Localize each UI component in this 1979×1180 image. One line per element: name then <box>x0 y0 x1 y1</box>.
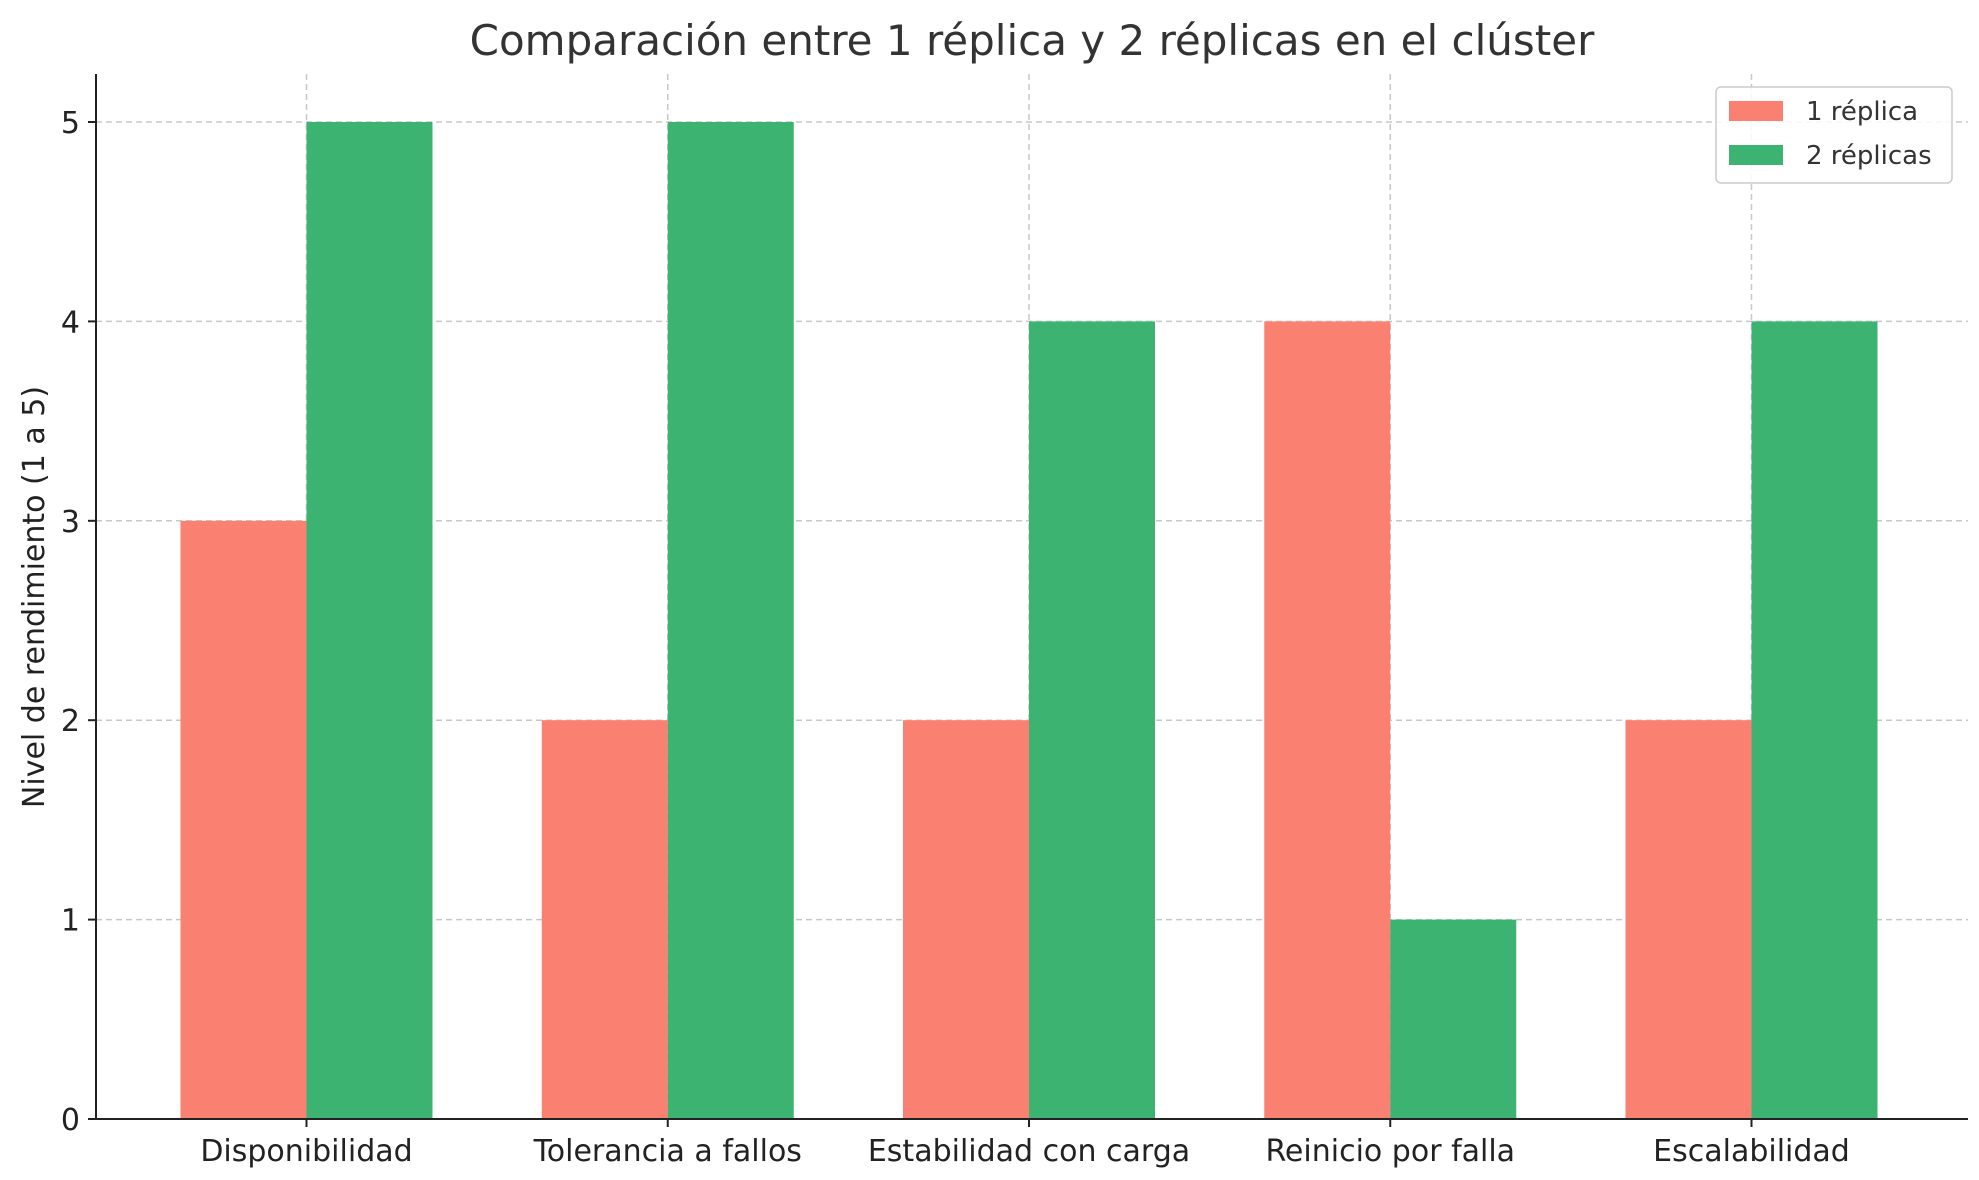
y-tick-label: 4 <box>61 305 80 340</box>
x-category-label: Estabilidad con carga <box>868 1134 1190 1169</box>
y-tick-label: 5 <box>61 106 80 141</box>
x-category-label: Reinicio por falla <box>1265 1134 1515 1169</box>
chart-title: Comparación entre 1 réplica y 2 réplicas… <box>470 16 1595 65</box>
legend-swatch-1-replica <box>1729 101 1783 121</box>
legend-label-2-replicas: 2 réplicas <box>1806 141 1932 171</box>
bars-layer <box>180 122 1878 1119</box>
bar-2-replicas <box>1390 919 1517 1119</box>
bar-1-replica <box>1625 720 1752 1119</box>
bar-1-replica <box>180 520 307 1119</box>
axes-layer <box>95 74 1968 1120</box>
bar-2-replicas <box>1029 321 1155 1119</box>
legend-swatch-2-replicas <box>1729 145 1783 165</box>
bar-2-replicas <box>306 122 433 1119</box>
legend: 1 réplica 2 réplicas <box>1715 86 1953 184</box>
bar-2-replicas <box>1751 321 1878 1119</box>
bar-2-replicas <box>667 122 794 1119</box>
bar-1-replica <box>1264 321 1391 1119</box>
ticks-layer: 0 1 2 3 4 5 Disponibilidad Tolerancia a fallos E… <box>61 106 1850 1169</box>
y-tick-label: 3 <box>61 505 80 540</box>
bar-1-replica <box>903 720 1029 1119</box>
bar-1-replica <box>541 720 668 1119</box>
y-axis-label: Nivel de rendimiento (1 a 5) <box>17 386 52 808</box>
x-category-label: Tolerancia a fallos <box>533 1134 802 1169</box>
x-category-label: Escalabilidad <box>1653 1134 1850 1169</box>
y-tick-label: 0 <box>61 1103 80 1138</box>
legend-label-1-replica: 1 réplica <box>1806 97 1918 127</box>
y-tick-label: 1 <box>61 904 80 939</box>
x-category-label: Disponibilidad <box>200 1134 412 1169</box>
y-tick-label: 2 <box>61 704 80 739</box>
